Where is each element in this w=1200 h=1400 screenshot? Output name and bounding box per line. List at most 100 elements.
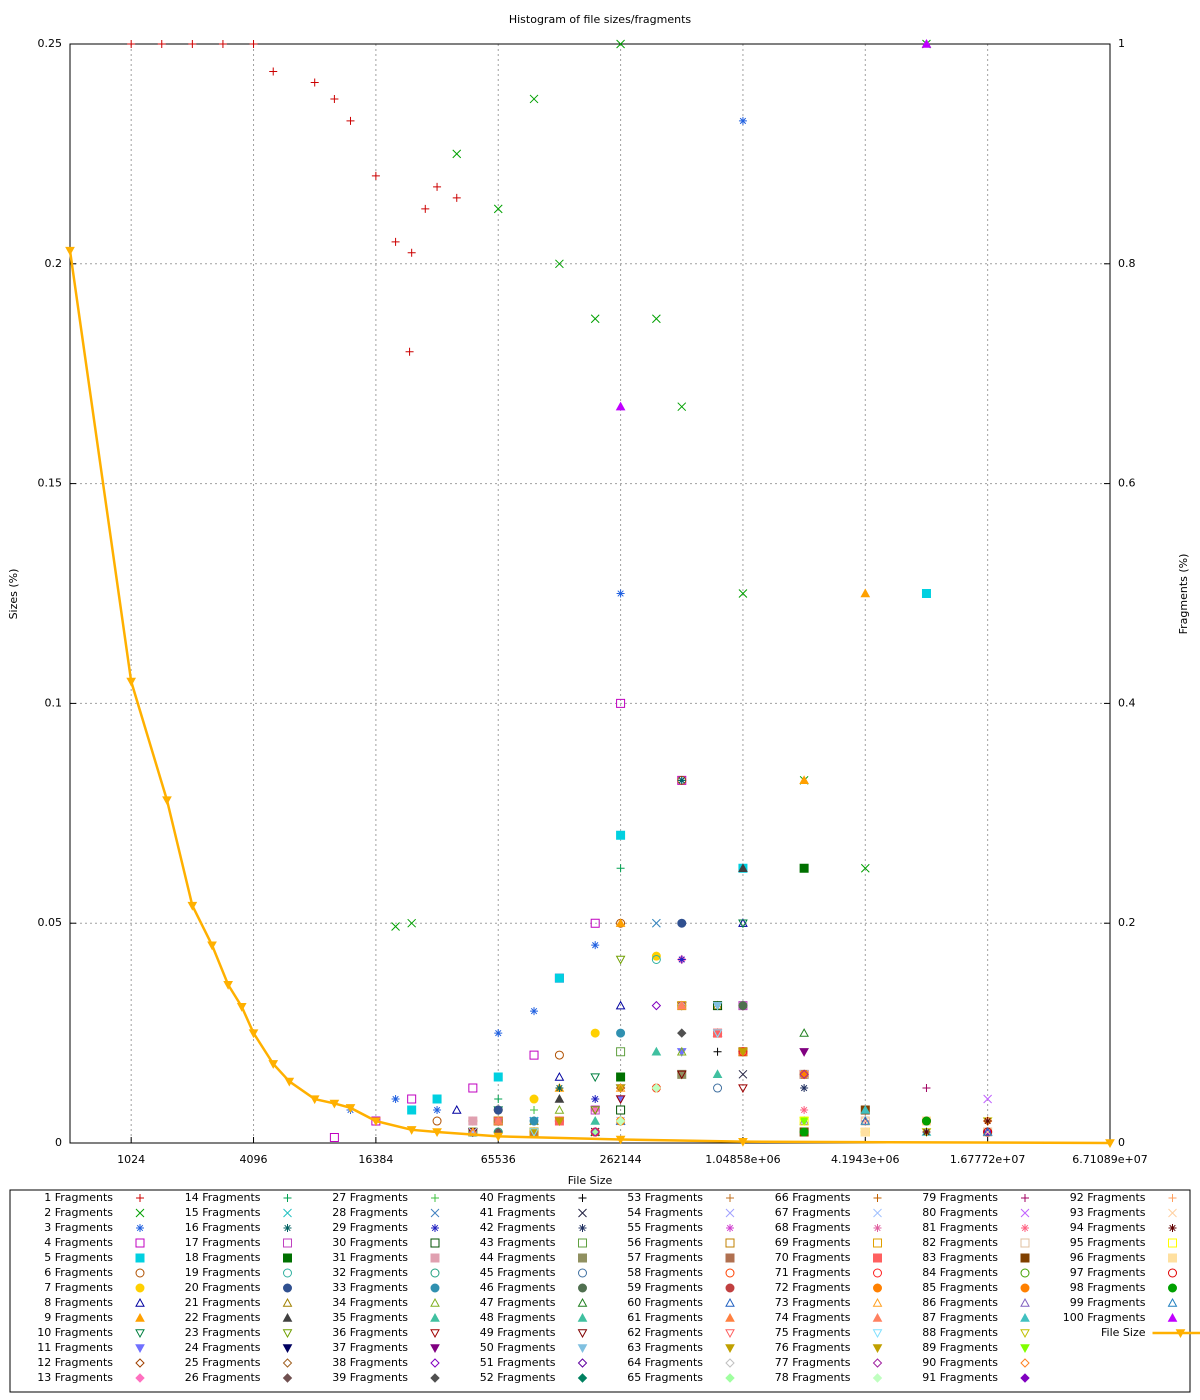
data-point [309, 1095, 320, 1105]
data-point [236, 1003, 247, 1012]
legend-swatch [577, 1312, 588, 1322]
legend-label: 36 Fragments [332, 1326, 408, 1339]
legend-label: 39 Fragments [332, 1371, 408, 1384]
legend-label: 68 Fragments [775, 1221, 851, 1234]
data-point [451, 1105, 462, 1114]
legend-swatch [1020, 1253, 1030, 1263]
legend-label: 41 Fragments [480, 1206, 556, 1219]
legend-label: 4 Fragments [44, 1236, 113, 1249]
legend-label: 61 Fragments [627, 1311, 703, 1324]
data-point [713, 1001, 723, 1011]
data-point [432, 1116, 442, 1126]
legend-swatch [1020, 1268, 1030, 1278]
data-point [529, 1050, 539, 1060]
data-point [590, 1127, 600, 1137]
data-point [677, 776, 686, 785]
data-point [677, 918, 687, 928]
y2-tick-label: 0.8 [1118, 257, 1136, 270]
legend-label: 38 Fragments [332, 1356, 408, 1369]
legend-label: 28 Fragments [332, 1206, 408, 1219]
data-point [651, 1046, 662, 1056]
data-point [712, 1069, 723, 1079]
legend-label: 97 Fragments [1070, 1266, 1146, 1279]
data-point [616, 864, 625, 873]
data-point [677, 1069, 687, 1079]
data-point [799, 1116, 809, 1126]
data-point [713, 1047, 722, 1056]
legend-swatch [578, 1224, 587, 1232]
legend-swatch [282, 1329, 293, 1339]
legend-swatch [725, 1312, 735, 1322]
legend-label: 16 Fragments [185, 1221, 261, 1234]
data-point [371, 171, 380, 180]
legend-swatch [873, 1208, 882, 1218]
legend-label: 14 Fragments [185, 1191, 261, 1204]
legend-swatch [430, 1253, 440, 1263]
legend-label: 90 Fragments [922, 1356, 998, 1369]
data-point [330, 94, 339, 103]
legend-swatch [135, 1208, 145, 1218]
legend-label: 74 Fragments [775, 1311, 851, 1324]
legend-swatch [1020, 1358, 1030, 1368]
x-tick-label: 6.71089e+07 [1072, 1153, 1147, 1166]
legend-label: 49 Fragments [480, 1326, 556, 1339]
data-point [712, 1029, 723, 1039]
chart-title: Histogram of file sizes/fragments [509, 13, 692, 26]
x-tick-label: 1024 [117, 1153, 145, 1166]
legend-swatch [135, 1329, 145, 1339]
data-point [615, 1095, 626, 1105]
legend-swatch [1020, 1297, 1030, 1307]
legend-label: 13 Fragments [37, 1371, 113, 1384]
legend-label: 40 Fragments [480, 1191, 556, 1204]
data-point [452, 149, 462, 159]
legend-swatch [430, 1238, 440, 1248]
y-tick-label: 0.05 [38, 916, 63, 929]
y2-tick-label: 0 [1118, 1136, 1125, 1149]
legend-swatch [135, 1344, 145, 1354]
legend-swatch [135, 1373, 145, 1383]
legend-swatch [1168, 1253, 1177, 1263]
data-point [921, 38, 932, 48]
legend-swatch [135, 1358, 145, 1368]
legend-swatch [283, 1253, 292, 1263]
legend-label: 35 Fragments [332, 1311, 408, 1324]
legend-swatch [577, 1329, 588, 1339]
legend-box [9, 1189, 1191, 1393]
legend-swatch [725, 1238, 735, 1248]
legend-swatch [873, 1253, 882, 1263]
data-point [452, 193, 461, 202]
legend-label: 72 Fragments [775, 1281, 851, 1294]
data-point [590, 314, 600, 324]
legend-swatch [430, 1358, 440, 1368]
data-point [421, 204, 430, 213]
data-point [126, 677, 137, 687]
legend-swatch [578, 1253, 587, 1263]
legend-label: 59 Fragments [627, 1281, 703, 1294]
data-point [676, 1070, 687, 1080]
legend-swatch [725, 1283, 735, 1293]
y-tick-label: 0.15 [38, 477, 63, 490]
data-point [207, 941, 217, 951]
data-point [860, 588, 871, 598]
data-point [982, 1126, 993, 1136]
data-point [529, 94, 539, 104]
y-tick-label: 0 [55, 1136, 62, 1149]
legend-swatch [282, 1312, 293, 1322]
x-tick-label: 4.1943e+06 [831, 1153, 899, 1166]
data-point [799, 863, 809, 873]
legend-swatch [1020, 1208, 1030, 1218]
data-point [651, 954, 661, 964]
data-point [983, 1094, 993, 1104]
legend-label: 12 Fragments [37, 1356, 113, 1369]
legend-swatch [1021, 1224, 1029, 1232]
legend-swatch [577, 1373, 588, 1383]
data-point [529, 1094, 539, 1104]
data-point [406, 1126, 417, 1135]
legend-swatch [1020, 1312, 1030, 1322]
legend-label: 32 Fragments [332, 1266, 408, 1279]
y-axis-label: Sizes (%) [7, 569, 20, 620]
legend-swatch [1175, 1329, 1186, 1339]
data-point [676, 1000, 687, 1010]
data-point [738, 1084, 748, 1094]
